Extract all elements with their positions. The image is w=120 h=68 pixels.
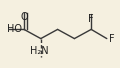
Text: F: F [88,14,94,24]
Text: F: F [109,34,114,44]
Text: H₂N: H₂N [30,46,49,56]
Text: O: O [20,12,28,22]
Text: HO: HO [7,24,22,34]
